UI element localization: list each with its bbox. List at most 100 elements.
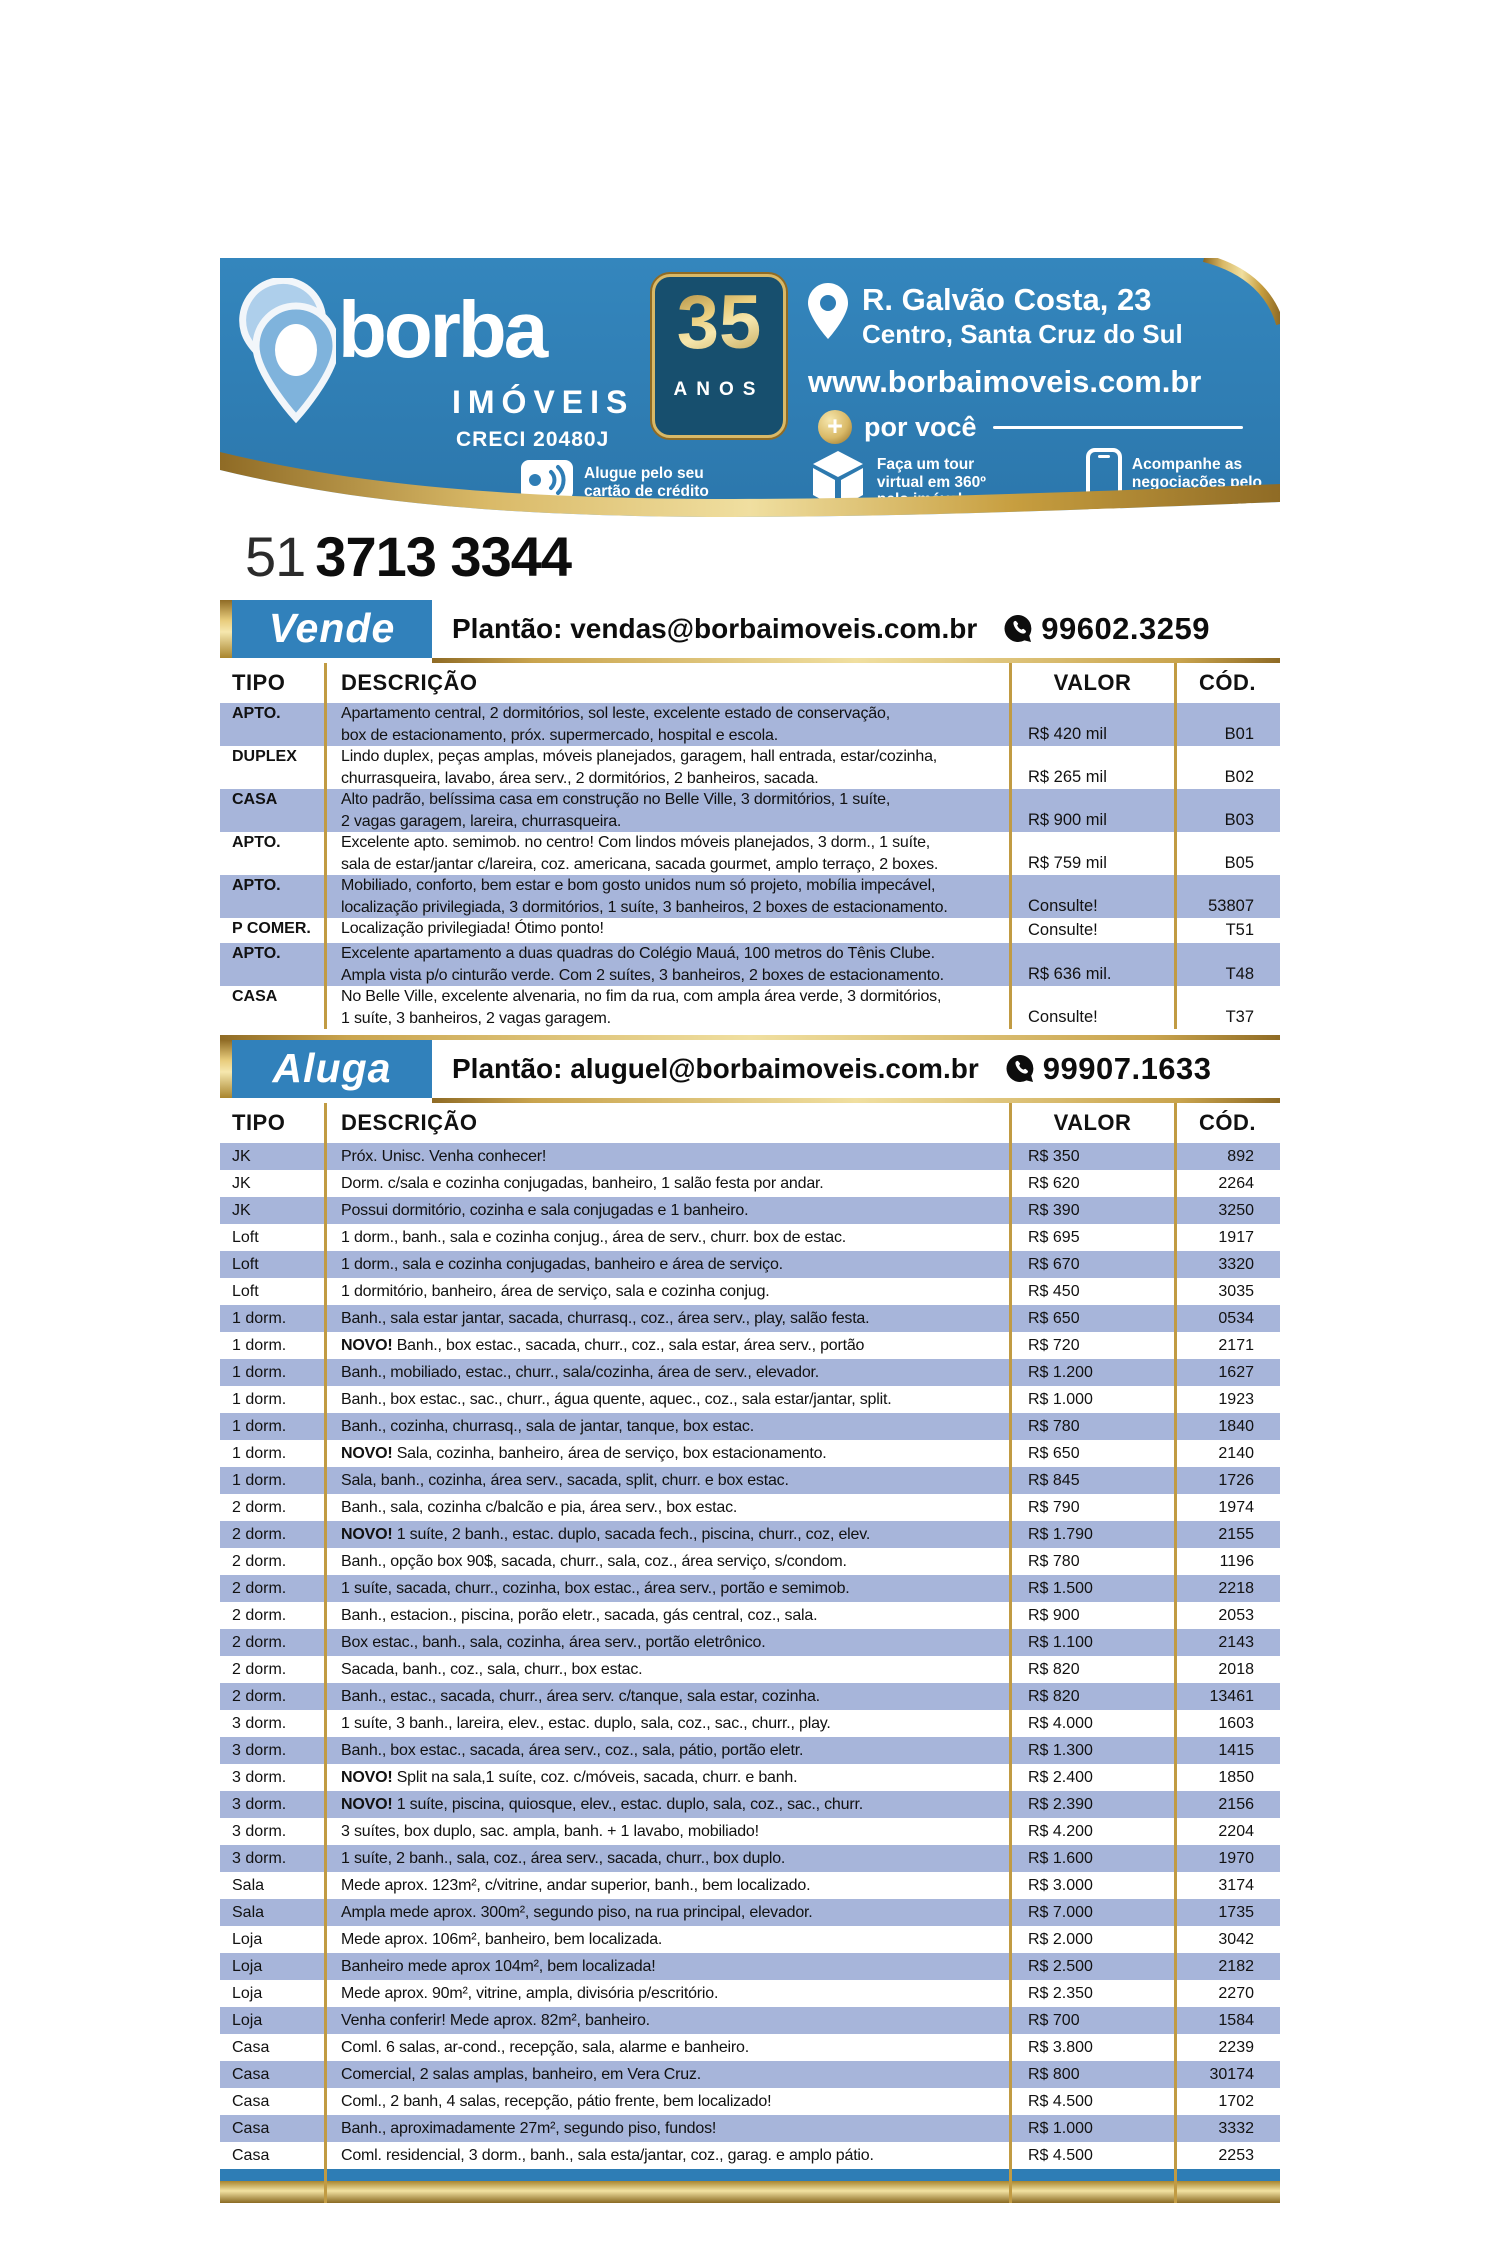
row-descricao: Alto padrão, belíssima casa em construçã… — [325, 789, 1010, 832]
vende-table-header: TIPO DESCRIÇÃO VALOR CÓD. — [220, 663, 1280, 703]
row-cod: 2253 — [1218, 2147, 1254, 2164]
row-descricao: NOVO! Banh., box estac., sacada, churr.,… — [341, 1337, 865, 1354]
desc-line: sala de estar/jantar c/lareira, coz. ame… — [341, 855, 939, 873]
plus-coin-icon: + — [818, 410, 852, 444]
table-row: 2 dorm. Sacada, banh., coz., sala, churr.… — [220, 1656, 1280, 1683]
novo-flag: NOVO! — [341, 1445, 393, 1462]
vende-title-box: Vende — [220, 600, 432, 658]
anniversary-number: 35 — [655, 277, 783, 369]
row-descricao: Lindo duplex, peças amplas, móveis plane… — [325, 746, 1010, 789]
row-valor: R$ 1.600 — [1028, 1850, 1093, 1867]
desc-line: Ampla vista p/o cinturão verde. Com 2 su… — [341, 966, 944, 984]
row-tipo: Casa — [232, 2147, 270, 2164]
row-cod: 2270 — [1218, 1985, 1254, 2002]
row-descricao: Coml. residencial, 3 dorm., banh., sala … — [341, 2147, 874, 2164]
tagline-divider — [992, 425, 1243, 429]
banner-curve-decoration — [220, 452, 1280, 530]
vende-table: TIPO DESCRIÇÃO VALOR CÓD. APTO. Apartamen… — [220, 663, 1280, 1029]
row-valor: R$ 4.500 — [1028, 2093, 1093, 2110]
row-cod: B03 — [1224, 811, 1254, 829]
table-row: Casa Comercial, 2 salas amplas, banheiro,… — [220, 2061, 1280, 2088]
table-row: 2 dorm. 1 suíte, sacada, churr., cozinha,… — [220, 1575, 1280, 1602]
column-divider — [1174, 663, 1177, 1029]
row-valor: R$ 1.790 — [1028, 1526, 1093, 1543]
main-phone[interactable]: 51 3713 3344 — [245, 524, 572, 589]
row-tipo: DUPLEX — [232, 748, 297, 765]
row-descricao: Mobiliado, conforto, bem estar e bom gos… — [325, 875, 1010, 918]
row-cod: 2018 — [1218, 1661, 1254, 1678]
table-row: Casa Banh., aproximadamente 27m², segundo… — [220, 2115, 1280, 2142]
row-valor: R$ 790 — [1028, 1499, 1080, 1516]
row-cod: 2182 — [1218, 1958, 1254, 1975]
row-tipo: JK — [232, 1175, 251, 1192]
table-row: Loja Mede aprox. 90m², vitrine, ampla, di… — [220, 1980, 1280, 2007]
vende-contact-email[interactable]: Plantão: vendas@borbaimoveis.com.br — [452, 613, 978, 644]
row-valor: R$ 2.390 — [1028, 1796, 1093, 1813]
row-descricao: Excelente apartamento a duas quadras do … — [325, 943, 1010, 986]
row-tipo: 2 dorm. — [232, 1607, 287, 1624]
row-tipo: 3 dorm. — [232, 1850, 287, 1867]
brand-name: borba — [338, 285, 548, 374]
row-descricao: Banh., mobiliado, estac., churr., sala/c… — [341, 1364, 820, 1381]
address-line1: R. Galvão Costa, 23 — [862, 282, 1152, 317]
row-tipo: Loja — [232, 1958, 263, 1975]
header-banner: borba IMÓVEIS CRECI 20480J 35 ANOS R. Ga… — [220, 258, 1280, 530]
row-tipo: 2 dorm. — [232, 1688, 287, 1705]
column-divider — [1174, 1103, 1177, 2203]
row-tipo: 2 dorm. — [232, 1526, 287, 1543]
phone-area-code: 51 — [245, 525, 306, 588]
row-tipo: 2 dorm. — [232, 1661, 287, 1678]
row-tipo: JK — [232, 1202, 251, 1219]
row-cod: 2053 — [1218, 1607, 1254, 1624]
row-valor: R$ 420 mil — [1028, 725, 1107, 743]
row-descricao: Localização privilegiada! Ótimo ponto! — [325, 918, 1010, 943]
row-tipo: CASA — [232, 988, 278, 1005]
cube-360-icon — [809, 449, 867, 516]
desc-line: 2 vagas garagem, lareira, churrasqueira. — [341, 812, 622, 830]
row-descricao: Banh., sala, cozinha c/balcão e pia, áre… — [341, 1499, 738, 1516]
aluga-contact-phone[interactable]: 99907.1633 — [1042, 1051, 1212, 1086]
table-row: 3 dorm. 1 suíte, 3 banh., lareira, elev.,… — [220, 1710, 1280, 1737]
row-descricao: Banh., opção box 90$, sacada, churr., sa… — [341, 1553, 847, 1570]
table-row: 2 dorm. Banh., estacion., piscina, porão … — [220, 1602, 1280, 1629]
row-valor: R$ 1.000 — [1028, 2120, 1093, 2137]
row-cod: 2218 — [1218, 1580, 1254, 1597]
website-link[interactable]: www.borbaimoveis.com.br — [808, 364, 1202, 399]
row-cod: 13461 — [1209, 1688, 1255, 1705]
aluga-rows: JK Próx. Unisc. Venha conhecer! R$ 350 892 J… — [220, 1143, 1280, 2169]
row-cod: 1923 — [1218, 1391, 1254, 1408]
row-cod: 2155 — [1218, 1526, 1254, 1543]
column-divider — [324, 1103, 327, 2203]
row-valor: R$ 650 — [1028, 1445, 1080, 1462]
novo-flag: NOVO! — [341, 1526, 393, 1543]
row-cod: 2264 — [1218, 1175, 1254, 1192]
row-descricao: Coml., 2 banh, 4 salas, recepção, pátio … — [341, 2093, 772, 2110]
row-cod: 3042 — [1218, 1931, 1254, 1948]
vende-contact-phone[interactable]: 99602.3259 — [1041, 611, 1210, 646]
row-descricao: Banh., estacion., piscina, porão eletr.,… — [341, 1607, 818, 1624]
whatsapp-icon — [1003, 614, 1033, 644]
row-descricao: Sala, banh., cozinha, área serv., sacada… — [341, 1472, 789, 1489]
row-tipo: 2 dorm. — [232, 1553, 287, 1570]
table-row: Sala Mede aprox. 123m², c/vitrine, andar … — [220, 1872, 1280, 1899]
row-tipo: 3 dorm. — [232, 1769, 287, 1786]
row-valor: R$ 2.500 — [1028, 1958, 1093, 1975]
row-valor: R$ 900 — [1028, 1607, 1080, 1624]
feature-credit-card: Alugue pelo seu cartão de crédito — [520, 448, 709, 517]
row-descricao: Banh., cozinha, churrasq., sala de janta… — [341, 1418, 754, 1435]
row-valor: R$ 800 — [1028, 2066, 1080, 2083]
row-cod: 1917 — [1218, 1229, 1254, 1246]
row-tipo: Casa — [232, 2039, 270, 2056]
row-descricao: NOVO! Sala, cozinha, banheiro, área de s… — [341, 1445, 827, 1462]
row-valor: R$ 650 — [1028, 1310, 1080, 1327]
row-cod: 1726 — [1218, 1472, 1254, 1489]
row-valor: R$ 820 — [1028, 1661, 1080, 1678]
vende-title: Vende — [268, 605, 396, 651]
aluga-contact-email[interactable]: Plantão: aluguel@borbaimoveis.com.br — [452, 1053, 979, 1084]
row-tipo: 3 dorm. — [232, 1742, 287, 1759]
col-header-tipo: TIPO — [232, 670, 286, 695]
table-row: 1 dorm. NOVO! Banh., box estac., sacada, … — [220, 1332, 1280, 1359]
table-row: 2 dorm. Box estac., banh., sala, cozinha,… — [220, 1629, 1280, 1656]
row-tipo: P COMER. — [232, 920, 311, 937]
aluga-title-box: Aluga — [220, 1040, 432, 1098]
